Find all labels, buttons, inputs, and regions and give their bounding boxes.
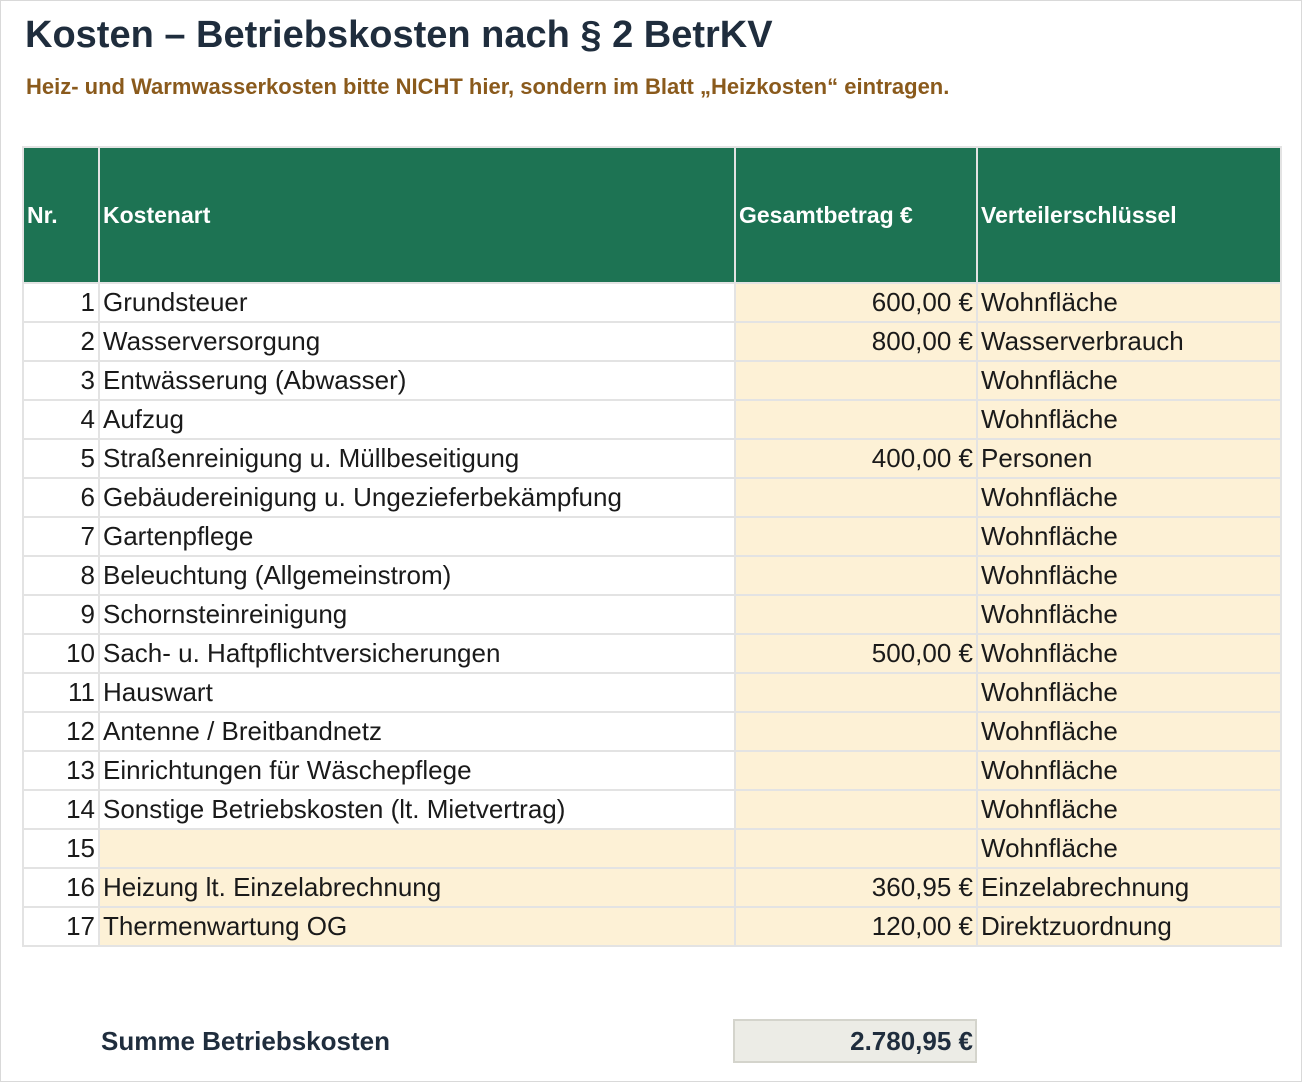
cost-type-cell[interactable]: Straßenreinigung u. Müllbeseitigung <box>98 438 736 479</box>
distribution-key-cell[interactable]: Wohnfläche <box>976 594 1282 635</box>
amount-cell[interactable]: 600,00 € <box>734 282 978 323</box>
table-row: 8 Beleuchtung (Allgemeinstrom) Wohnfläch… <box>22 555 1282 596</box>
table-row: 6 Gebäudereinigung u. Ungezieferbekämpfu… <box>22 477 1282 518</box>
amount-cell[interactable] <box>734 477 978 518</box>
row-number: 1 <box>22 282 100 323</box>
row-number: 8 <box>22 555 100 596</box>
amount-cell[interactable] <box>734 672 978 713</box>
amount-cell[interactable] <box>734 789 978 830</box>
cost-type-cell[interactable]: Sach- u. Haftpflichtversicherungen <box>98 633 736 674</box>
row-number: 3 <box>22 360 100 401</box>
total-label: Summe Betriebskosten <box>101 1026 390 1056</box>
cost-type-cell[interactable]: Antenne / Breitbandnetz <box>98 711 736 752</box>
table-row: 16 Heizung lt. Einzelabrechnung 360,95 €… <box>22 867 1282 908</box>
distribution-key-cell[interactable]: Wohnfläche <box>976 516 1282 557</box>
row-number: 16 <box>22 867 100 908</box>
cost-type-cell[interactable] <box>98 828 736 869</box>
cost-type-cell[interactable]: Einrichtungen für Wäschepflege <box>98 750 736 791</box>
table-row: 2 Wasserversorgung 800,00 € Wasserverbra… <box>22 321 1282 362</box>
row-number: 17 <box>22 906 100 947</box>
amount-cell[interactable] <box>734 828 978 869</box>
table-row: 11 Hauswart Wohnfläche <box>22 672 1282 713</box>
cost-type-cell[interactable]: Gebäudereinigung u. Ungezieferbekämpfung <box>98 477 736 518</box>
row-number: 14 <box>22 789 100 830</box>
cost-type-cell[interactable]: Beleuchtung (Allgemeinstrom) <box>98 555 736 596</box>
row-number: 10 <box>22 633 100 674</box>
distribution-key-cell[interactable]: Direktzuordnung <box>976 906 1282 947</box>
table-row: 4 Aufzug Wohnfläche <box>22 399 1282 440</box>
cost-type-cell[interactable]: Grundsteuer <box>98 282 736 323</box>
cost-type-cell[interactable]: Gartenpflege <box>98 516 736 557</box>
row-number: 6 <box>22 477 100 518</box>
total-value[interactable]: 2.780,95 € <box>733 1019 977 1063</box>
table-row: 14 Sonstige Betriebskosten (lt. Mietvert… <box>22 789 1282 830</box>
cost-type-cell[interactable]: Hauswart <box>98 672 736 713</box>
distribution-key-cell[interactable]: Wohnfläche <box>976 711 1282 752</box>
distribution-key-cell[interactable]: Wohnfläche <box>976 555 1282 596</box>
table-row: 1 Grundsteuer 600,00 € Wohnfläche <box>22 282 1282 323</box>
row-number: 11 <box>22 672 100 713</box>
distribution-key-cell[interactable]: Wohnfläche <box>976 672 1282 713</box>
table-row: 5 Straßenreinigung u. Müllbeseitigung 40… <box>22 438 1282 479</box>
distribution-key-cell[interactable]: Wohnfläche <box>976 477 1282 518</box>
header-kostenart: Kostenart <box>98 146 736 284</box>
cost-type-cell[interactable]: Heizung lt. Einzelabrechnung <box>98 867 736 908</box>
distribution-key-cell[interactable]: Wohnfläche <box>976 360 1282 401</box>
distribution-key-cell[interactable]: Personen <box>976 438 1282 479</box>
page-title: Kosten – Betriebskosten nach § 2 BetrKV <box>25 14 773 56</box>
distribution-key-cell[interactable]: Einzelabrechnung <box>976 867 1282 908</box>
page-subtitle: Heiz- und Warmwasserkosten bitte NICHT h… <box>26 74 950 99</box>
header-verteilerschluessel: Verteilerschlüssel <box>976 146 1282 284</box>
amount-cell[interactable] <box>734 555 978 596</box>
row-number: 4 <box>22 399 100 440</box>
header-gesamtbetrag: Gesamtbetrag € <box>734 146 978 284</box>
table-row: 17 Thermenwartung OG 120,00 € Direktzuor… <box>22 906 1282 947</box>
amount-cell[interactable]: 800,00 € <box>734 321 978 362</box>
cost-type-cell[interactable]: Aufzug <box>98 399 736 440</box>
row-number: 15 <box>22 828 100 869</box>
table-row: 9 Schornsteinreinigung Wohnfläche <box>22 594 1282 635</box>
cost-type-cell[interactable]: Schornsteinreinigung <box>98 594 736 635</box>
cost-type-cell[interactable]: Wasserversorgung <box>98 321 736 362</box>
amount-cell[interactable] <box>734 750 978 791</box>
distribution-key-cell[interactable]: Wohnfläche <box>976 789 1282 830</box>
row-number: 7 <box>22 516 100 557</box>
table-row: 3 Entwässerung (Abwasser) Wohnfläche <box>22 360 1282 401</box>
distribution-key-cell[interactable]: Wohnfläche <box>976 399 1282 440</box>
row-number: 12 <box>22 711 100 752</box>
cost-type-cell[interactable]: Thermenwartung OG <box>98 906 736 947</box>
row-number: 13 <box>22 750 100 791</box>
amount-cell[interactable]: 500,00 € <box>734 633 978 674</box>
table-row: 10 Sach- u. Haftpflichtversicherungen 50… <box>22 633 1282 674</box>
table-row: 13 Einrichtungen für Wäschepflege Wohnfl… <box>22 750 1282 791</box>
header-nr: Nr. <box>22 146 100 284</box>
cost-type-cell[interactable]: Sonstige Betriebskosten (lt. Mietvertrag… <box>98 789 736 830</box>
table-row: 7 Gartenpflege Wohnfläche <box>22 516 1282 557</box>
distribution-key-cell[interactable]: Wohnfläche <box>976 750 1282 791</box>
distribution-key-cell[interactable]: Wohnfläche <box>976 828 1282 869</box>
row-number: 2 <box>22 321 100 362</box>
distribution-key-cell[interactable]: Wasserverbrauch <box>976 321 1282 362</box>
amount-cell[interactable] <box>734 711 978 752</box>
table-row: 15 Wohnfläche <box>22 828 1282 869</box>
table-header-row: Nr. Kostenart Gesamtbetrag € Verteilersc… <box>22 146 1282 284</box>
amount-cell[interactable]: 360,95 € <box>734 867 978 908</box>
amount-cell[interactable]: 120,00 € <box>734 906 978 947</box>
cost-type-cell[interactable]: Entwässerung (Abwasser) <box>98 360 736 401</box>
amount-cell[interactable] <box>734 360 978 401</box>
distribution-key-cell[interactable]: Wohnfläche <box>976 633 1282 674</box>
row-number: 9 <box>22 594 100 635</box>
amount-cell[interactable] <box>734 594 978 635</box>
row-number: 5 <box>22 438 100 479</box>
amount-cell[interactable]: 400,00 € <box>734 438 978 479</box>
amount-cell[interactable] <box>734 516 978 557</box>
costs-table: Nr. Kostenart Gesamtbetrag € Verteilersc… <box>22 146 1282 947</box>
distribution-key-cell[interactable]: Wohnfläche <box>976 282 1282 323</box>
amount-cell[interactable] <box>734 399 978 440</box>
table-row: 12 Antenne / Breitbandnetz Wohnfläche <box>22 711 1282 752</box>
